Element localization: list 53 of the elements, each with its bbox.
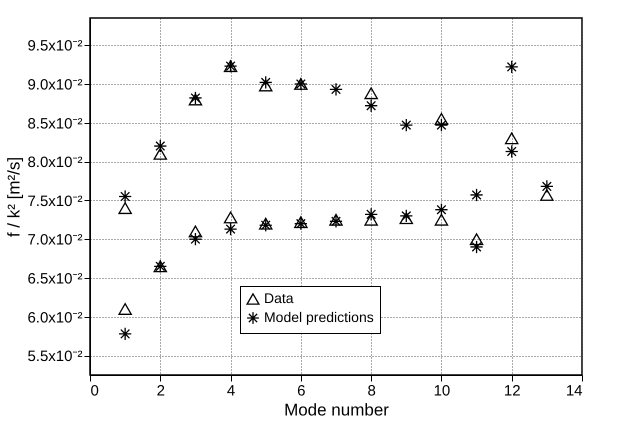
- x-tick-label: 0: [90, 382, 99, 400]
- y-tick-label: 7.0x10⁻²: [27, 232, 82, 249]
- point: [470, 233, 484, 246]
- y-tick-label: 9.5x10⁻²: [27, 38, 82, 55]
- point: [118, 202, 132, 214]
- y-tick-label: 8.0x10⁻²: [27, 154, 82, 172]
- legend-label: Model predictions: [264, 309, 374, 325]
- point: [188, 225, 202, 238]
- x-tick-label: 14: [566, 382, 582, 400]
- point: [364, 87, 378, 100]
- point: [540, 180, 554, 194]
- x-tick-label: 12: [504, 382, 521, 400]
- point: [434, 112, 448, 125]
- y-axis-title: f / k² [m²/s]: [4, 156, 24, 238]
- point: [364, 98, 378, 112]
- point: [400, 118, 414, 132]
- point: [434, 214, 448, 226]
- point: [434, 118, 448, 132]
- point: [154, 139, 168, 153]
- point: [258, 76, 272, 90]
- x-tick-label: 8: [367, 382, 376, 400]
- point: [540, 188, 554, 201]
- point: [364, 208, 378, 222]
- point: [118, 327, 132, 341]
- y-tick-label: 6.0x10⁻²: [27, 309, 82, 326]
- point: [224, 212, 238, 224]
- point: [504, 144, 518, 158]
- point: [224, 222, 238, 236]
- x-tick-label: 2: [156, 382, 165, 400]
- x-tick-label: 4: [226, 382, 236, 400]
- point: [504, 132, 518, 144]
- point: [118, 190, 132, 204]
- legend-label: Data: [264, 290, 294, 306]
- x-tick-label: 10: [434, 382, 450, 400]
- point: [434, 202, 448, 216]
- y-tick-label: 6.5x10⁻²: [27, 270, 82, 288]
- point: [504, 60, 518, 74]
- x-tick-label: 6: [297, 382, 306, 400]
- point: [400, 209, 414, 223]
- point: [470, 240, 484, 254]
- point: [188, 94, 202, 106]
- point: [400, 212, 414, 224]
- y-tick-label: 5.5x10⁻²: [27, 348, 82, 366]
- point: [154, 148, 168, 160]
- point: [329, 82, 343, 96]
- point: [470, 188, 484, 202]
- point: [188, 232, 202, 246]
- y-tick-label: 8.5x10⁻²: [27, 115, 82, 132]
- x-axis-title: Mode number: [284, 400, 390, 420]
- point: [118, 303, 132, 315]
- y-tick-label: 7.5x10⁻²: [27, 192, 82, 210]
- y-tick-label: 9.0x10⁻²: [27, 76, 82, 94]
- point: [188, 91, 202, 105]
